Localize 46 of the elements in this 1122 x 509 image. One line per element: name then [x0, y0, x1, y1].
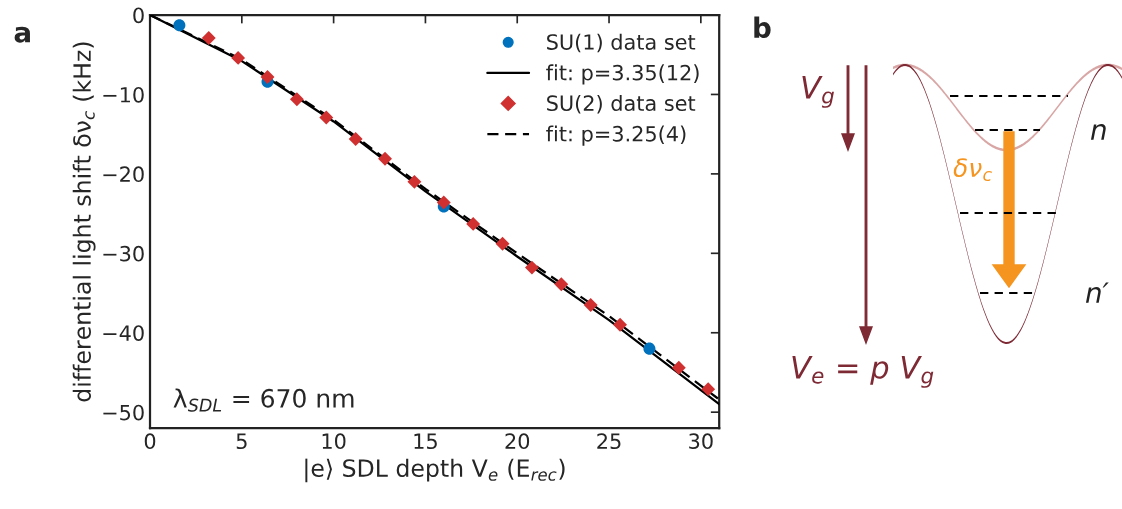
point [319, 110, 334, 125]
x-tick-label: 10 [322, 433, 346, 450]
y-axis-title: differential light shift δν$_{c}$ (kHz) [72, 42, 96, 402]
legend-label: fit: p=3.25(4) [546, 125, 686, 146]
point [583, 298, 598, 312]
chart-title: a [14, 26, 30, 43]
point [701, 382, 716, 397]
y-tick-label: 0 [133, 7, 144, 24]
x-tick-label: 15 [414, 433, 437, 450]
point [613, 317, 627, 332]
point [289, 92, 304, 107]
y-tick-label: −50 [103, 404, 144, 421]
y-tick-label: −40 [103, 325, 144, 341]
point [643, 342, 656, 355]
point [554, 277, 569, 292]
x-tick-label: 30 [689, 433, 713, 450]
point [495, 236, 510, 251]
point [436, 195, 451, 210]
y-tick-label: −10 [103, 86, 144, 103]
point [407, 174, 422, 189]
point [231, 50, 246, 65]
point [671, 360, 686, 375]
annotation: λ$_{SDL}$ = 670 nm [173, 388, 354, 412]
x-axis-title: |e⟩ SDL depth V$_{e}$ (E$_{rec}$) [305, 458, 565, 483]
text: V$_{e}$ = p V$_{g}$ [792, 356, 934, 388]
x-tick-label: 20 [505, 433, 530, 450]
text: δν$_{c}$ [953, 158, 992, 182]
x-tick-label: 25 [597, 433, 621, 450]
legend-label: SU(1) data set [547, 33, 696, 53]
x-tick-label: 5 [236, 433, 247, 450]
text: n [1090, 124, 1106, 140]
y-tick-label: −30 [103, 245, 144, 262]
text: b [754, 16, 771, 39]
text: V$_{g}$ [802, 76, 834, 108]
legend-label: SU(2) data set [547, 94, 696, 114]
point [201, 31, 216, 45]
x-tick-label: 0 [144, 433, 156, 450]
point [378, 151, 392, 166]
point [524, 260, 539, 275]
text: n′ [1085, 282, 1109, 303]
y-tick-label: −20 [103, 166, 144, 183]
point [260, 70, 275, 84]
point [348, 131, 363, 146]
point [173, 19, 186, 32]
legend-label: fit: p=3.35(12) [546, 64, 699, 85]
point [466, 216, 481, 231]
